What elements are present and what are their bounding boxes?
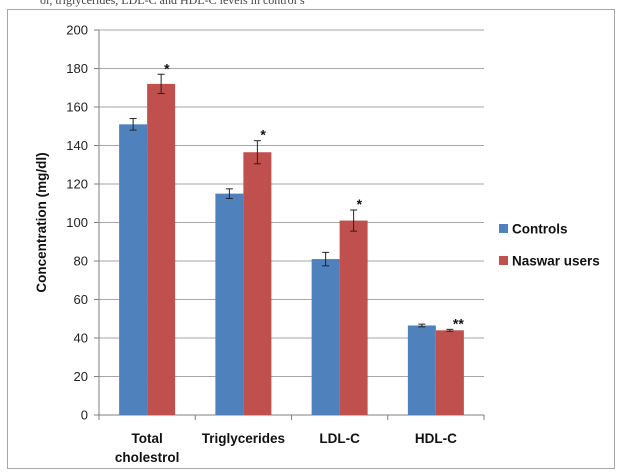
x-category-label-line: HDL-C (415, 431, 457, 446)
bar-controls (215, 193, 244, 415)
y-tick-label: 20 (74, 369, 88, 384)
significance-marker: * (357, 196, 363, 212)
y-tick-label: 160 (66, 100, 88, 115)
bars (119, 73, 464, 416)
caption-strip: ol, triglycerides, LDL-C and HDL-C level… (0, 0, 619, 9)
y-tick-label: 120 (66, 177, 88, 192)
bar-controls (407, 325, 436, 415)
significance-marker: ** (453, 315, 464, 331)
legend-swatch (499, 256, 508, 265)
bar-controls (119, 124, 148, 415)
legend-label: Naswar users (512, 254, 600, 269)
y-tick-label: 80 (74, 254, 88, 269)
bar-naswar-users (435, 330, 464, 415)
significance-marker: * (164, 60, 170, 76)
bar-naswar-users (147, 83, 176, 416)
x-category-label: HDL-C (415, 431, 457, 446)
labels: 0 20 40 60 80 100 120 140 160 180 200 Concentration… (34, 23, 464, 466)
x-category-label-line: Triglycerides (202, 431, 285, 446)
y-axis-title: Concentration (mg/dl) (34, 152, 49, 292)
x-category-label: Total cholestrol (115, 431, 180, 465)
significance-marker: * (260, 127, 266, 143)
x-category-label-line: LDL-C (319, 431, 360, 446)
legend-swatch (499, 224, 508, 233)
legend: Controls Naswar users (499, 222, 600, 269)
bar-naswar-users (339, 220, 368, 415)
bar-naswar-users (243, 152, 272, 416)
x-category-label-line: Total (132, 431, 163, 446)
caption-partial-text: ol, triglycerides, LDL-C and HDL-C level… (40, 0, 305, 7)
y-tick-label: 0 (81, 408, 88, 423)
y-tick-label: 200 (66, 23, 88, 38)
y-tick-label: 40 (74, 331, 88, 346)
x-category-label: LDL-C (319, 431, 360, 446)
x-category-label-line: cholestrol (115, 450, 180, 465)
bar-controls (311, 259, 340, 415)
x-category-label: Triglycerides (202, 431, 285, 446)
y-tick-label: 140 (66, 138, 88, 153)
y-tick-label: 100 (66, 215, 88, 230)
legend-label: Controls (512, 222, 568, 237)
y-tick-label: 60 (74, 292, 88, 307)
y-tick-label: 180 (66, 61, 88, 76)
chart-frame (7, 9, 615, 469)
